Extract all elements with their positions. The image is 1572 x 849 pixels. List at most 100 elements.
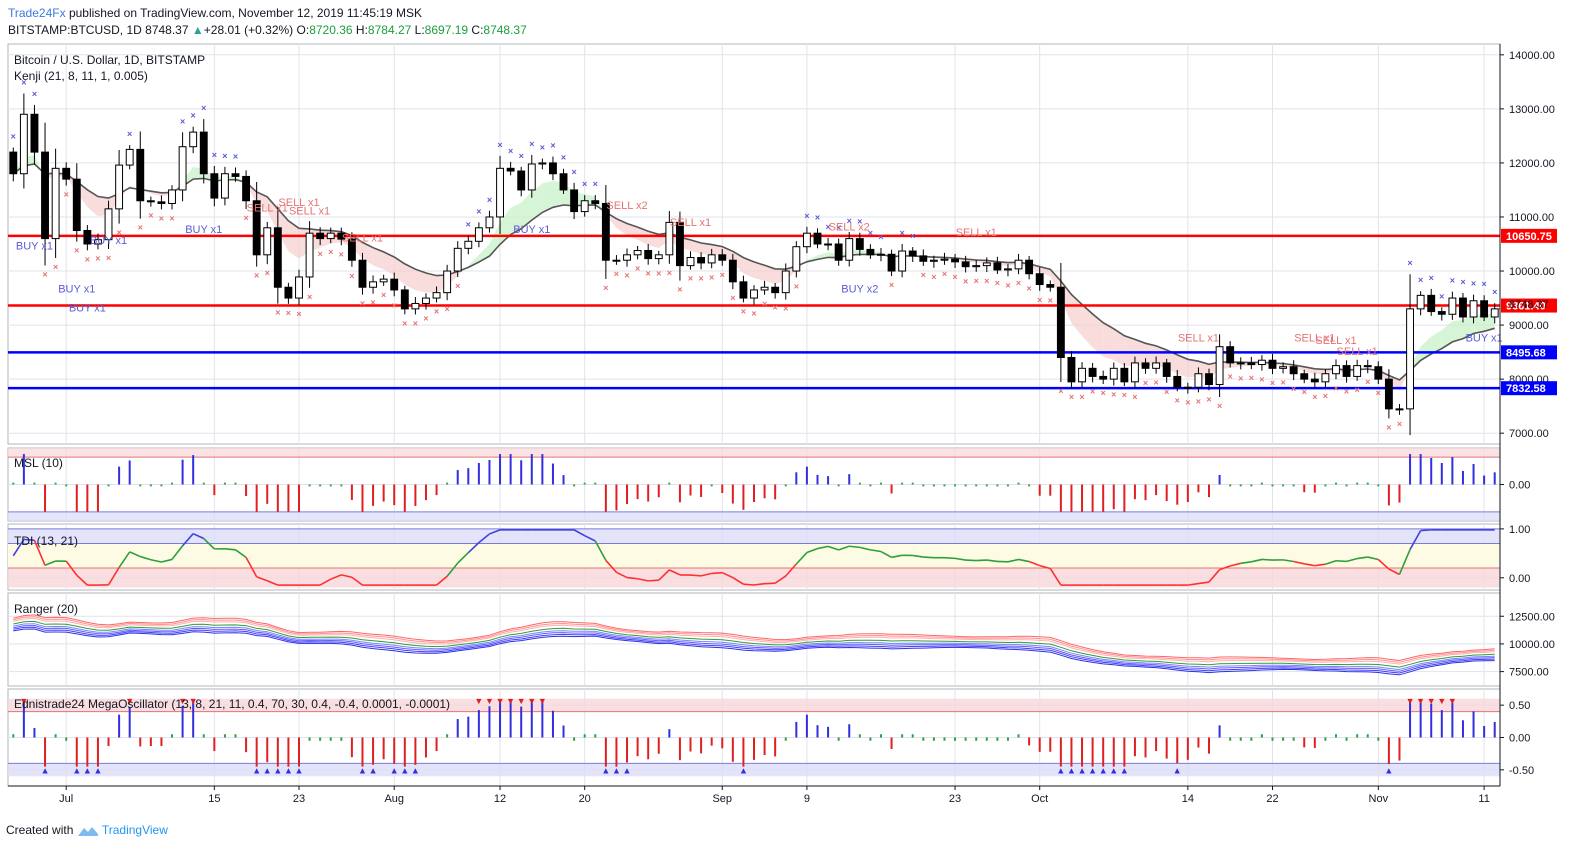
tdi-line-segment — [732, 576, 744, 585]
tdi-line-segment — [1335, 559, 1347, 563]
candle-body — [210, 173, 219, 199]
candle-body — [559, 173, 568, 191]
sell-cross-icon: × — [1344, 387, 1349, 397]
kenji-cloud-segment — [425, 273, 437, 293]
candle-body — [94, 239, 102, 245]
candle-body — [474, 227, 483, 242]
sell-cross-icon: × — [1376, 388, 1381, 398]
sell-cross-icon: × — [931, 272, 936, 282]
kenji-cloud-segment — [1462, 314, 1474, 339]
tdi-line-segment — [721, 571, 734, 579]
published-text: published on TradingView.com, November 1… — [68, 6, 423, 20]
tdi-line-segment — [245, 556, 258, 578]
sell-signal-label: SELL x1 — [1178, 332, 1219, 344]
tdi-line-segment — [1398, 549, 1411, 575]
y-tick-label: 1.00 — [1509, 524, 1530, 536]
buy-signal-label: BUY x1 — [58, 284, 95, 296]
buy-cross-icon: × — [550, 141, 555, 151]
sell-cross-icon: × — [275, 308, 280, 318]
sell-cross-icon: × — [614, 269, 619, 279]
tdi-line-segment — [1229, 562, 1241, 567]
y-tick-label: 0.00 — [1509, 733, 1530, 745]
candle-body — [51, 167, 60, 240]
buy-cross-icon: × — [127, 129, 132, 139]
mega-sell-arrow-icon: ▼ — [1437, 696, 1446, 706]
candle-body — [1384, 378, 1393, 410]
sell-cross-icon: × — [1111, 390, 1116, 400]
kenji-baseline — [12, 163, 1495, 381]
last-price-label: 8748.37 — [1509, 299, 1549, 311]
tdi-line-segment — [806, 547, 818, 554]
kenji-cloud-segment — [743, 257, 754, 279]
y-tick-label: -0.50 — [1509, 765, 1534, 777]
sell-cross-icon: × — [148, 211, 153, 221]
candle-body — [591, 200, 600, 204]
candle-body — [62, 167, 71, 180]
tdi-line-segment — [489, 529, 501, 535]
candle-body — [273, 227, 282, 288]
candle-body — [1046, 284, 1055, 288]
kenji-cloud-segment — [1113, 328, 1125, 367]
candle-body — [866, 248, 875, 256]
buy-cross-icon: × — [1481, 279, 1486, 289]
sell-cross-icon: × — [1217, 401, 1222, 411]
tdi-line-segment — [573, 529, 586, 537]
candle-body — [347, 238, 356, 261]
candle-body — [242, 175, 251, 202]
tdi-line-segment — [319, 578, 332, 586]
buy-cross-icon: × — [222, 151, 227, 161]
buy-signal-label: BUY x1 — [185, 224, 222, 236]
sell-cross-icon: × — [318, 249, 323, 259]
tradingview-brand[interactable]: TradingView — [101, 823, 168, 837]
candle-body — [104, 208, 113, 241]
kenji-cloud-segment — [373, 247, 384, 270]
tdi-line-segment — [700, 572, 712, 577]
candle-body — [506, 167, 515, 172]
candle-body — [1448, 297, 1457, 315]
tdi-line-segment — [457, 552, 469, 564]
y-tick-label: 13000.00 — [1509, 104, 1555, 116]
tdi-line-segment — [1293, 560, 1305, 565]
tdi-line-segment — [594, 540, 607, 561]
buy-cross-icon: × — [466, 219, 471, 229]
footer: Created with TradingView — [6, 822, 168, 838]
candle-body — [580, 200, 589, 213]
mega-buy-arrow-icon: ▲ — [252, 766, 261, 776]
high-label: H: — [355, 23, 368, 37]
candle-body — [168, 189, 176, 204]
buy-cross-icon: × — [847, 216, 852, 226]
sell-signal-label: SELL x1 — [670, 217, 711, 229]
sell-cross-icon: × — [74, 246, 79, 256]
sell-cross-icon: × — [783, 304, 788, 314]
candle-body — [1353, 365, 1362, 377]
kenji-cloud-segment — [521, 191, 532, 229]
candle-body — [951, 258, 959, 263]
buy-cross-icon: × — [815, 212, 820, 222]
kenji-cloud-segment — [415, 269, 426, 293]
candle-body — [961, 261, 970, 268]
buy-cross-icon: × — [868, 228, 873, 238]
mega-buy-arrow-icon: ▲ — [358, 766, 367, 776]
mega-buy-arrow-icon: ▲ — [411, 766, 420, 776]
sell-cross-icon: × — [402, 318, 407, 328]
tdi-line-segment — [1388, 568, 1400, 576]
author-name[interactable]: Trade24Fx — [8, 6, 66, 20]
tdi-line-segment — [954, 557, 966, 561]
candle-body — [220, 173, 229, 199]
candle-body — [612, 259, 621, 262]
candle-body — [305, 232, 314, 278]
sell-cross-icon: × — [392, 300, 397, 310]
sell-cross-icon: × — [1397, 419, 1402, 429]
sell-cross-icon: × — [1249, 373, 1254, 383]
tdi-line-segment — [1409, 530, 1422, 550]
sell-cross-icon: × — [624, 271, 629, 281]
sell-cross-icon: × — [296, 309, 301, 319]
mega-upper-zone — [8, 698, 1500, 712]
candle-body — [1406, 308, 1414, 410]
candle-body — [908, 250, 917, 257]
tdi-line-segment — [795, 552, 808, 565]
sell-cross-icon: × — [656, 268, 661, 278]
change-value: +28.01 (+0.32%) — [203, 23, 294, 37]
tdi-line-segment — [616, 571, 628, 579]
